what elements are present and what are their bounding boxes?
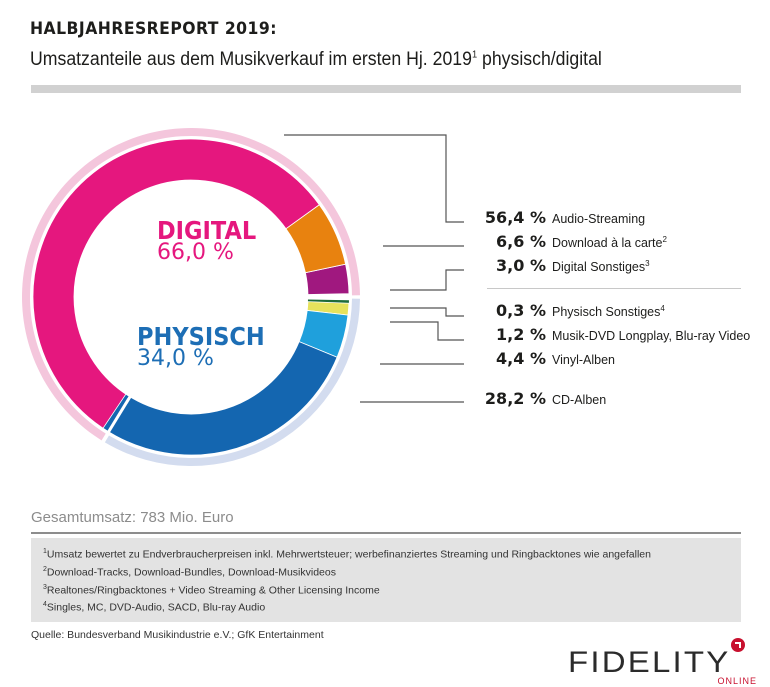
legend-label: Vinyl-Alben xyxy=(552,353,616,367)
legend-label: Physisch Sonstiges4 xyxy=(552,303,665,319)
segment-cd-alben xyxy=(102,341,338,456)
physisch-group-ring xyxy=(104,298,360,466)
source-note: Quelle: Bundesverband Musikindustrie e.V… xyxy=(31,629,324,641)
segment-audio-streaming xyxy=(32,138,320,433)
digital-title: DIGITAL xyxy=(157,216,257,245)
legend-item: 0,3 % Physisch Sonstiges4 xyxy=(470,301,665,323)
header-divider-bar xyxy=(31,85,741,93)
chart-subtitle: Umsatzanteile aus dem Musikverkauf im er… xyxy=(30,49,602,71)
subtitle-footnote-ref: 1 xyxy=(471,49,478,61)
footnote-marker: 4 xyxy=(43,601,47,608)
legend-item: 56,4 % Audio-Streaming xyxy=(470,208,645,230)
leader-lines xyxy=(284,134,464,403)
legend-item: 4,4 % Vinyl-Alben xyxy=(470,349,615,371)
footnote: 3Realtones/Ringbacktones + Video Streami… xyxy=(43,584,380,597)
footnote-text: Umsatz bewertet zu Endverbraucherpreisen… xyxy=(46,548,651,561)
legend-label: Digital Sonstiges3 xyxy=(552,258,650,274)
group-separator xyxy=(100,394,133,444)
legend-value: 56,4 % xyxy=(484,208,546,227)
subtitle-main: Umsatzanteile aus dem Musikverkauf im er… xyxy=(30,49,472,70)
legend-value: 4,4 % xyxy=(496,349,546,368)
legend-item: 6,6 % Download à la carte2 xyxy=(470,232,667,254)
physisch-percent: 34,0 % xyxy=(137,346,214,371)
segment-digital-sonstiges xyxy=(304,263,350,295)
legend-footnote-ref: 3 xyxy=(645,258,650,268)
footnote: 4Singles, MC, DVD-Audio, SACD, Blu-ray A… xyxy=(43,601,265,614)
physisch-title: PHYSISCH xyxy=(137,322,265,351)
logo-mark-icon xyxy=(731,638,745,652)
leader-line-1 xyxy=(284,134,464,223)
legend-item: 1,2 % Musik-DVD Longplay, Blu-ray Video xyxy=(470,325,750,347)
footnote-text: Realtones/Ringbacktones + Video Streamin… xyxy=(46,584,380,597)
footnote-marker: 2 xyxy=(43,566,47,573)
physisch-center-label: PHYSISCH 34,0 % xyxy=(137,324,279,370)
legend-group-separator xyxy=(487,288,741,289)
footnote-marker: 3 xyxy=(43,584,47,591)
legend-footnote-ref: 2 xyxy=(662,234,667,244)
legend-item: 28,2 % CD-Alben xyxy=(470,389,606,411)
total-divider xyxy=(31,532,741,534)
leader-line-3 xyxy=(390,269,464,291)
total-revenue: Gesamtumsatz: 783 Mio. Euro xyxy=(31,509,234,526)
legend-value: 3,0 % xyxy=(496,256,546,275)
group-rings xyxy=(21,128,360,466)
donut-segments xyxy=(32,138,350,456)
digital-percent: 66,0 % xyxy=(157,240,234,265)
legend-value: 6,6 % xyxy=(496,232,546,251)
footnotes-box: 1Umsatz bewertet zu Endverbraucherpreise… xyxy=(31,538,741,622)
legend-label: Audio-Streaming xyxy=(552,212,646,226)
footnote: 2Download-Tracks, Download-Bundles, Down… xyxy=(43,566,336,579)
logo-subline: ONLINE xyxy=(717,676,757,686)
logo-wordmark: FIDELITY xyxy=(568,646,731,679)
fidelity-logo[interactable]: FIDELITY ONLINE xyxy=(568,638,763,686)
footnote: 1Umsatz bewertet zu Endverbraucherpreise… xyxy=(43,548,651,561)
report-title: HALBJAHRESREPORT 2019: xyxy=(30,19,277,39)
segment-physisch-sonstiges xyxy=(307,299,349,304)
leader-line-5 xyxy=(390,321,464,341)
leader-line-4 xyxy=(390,307,464,317)
legend-label: Musik-DVD Longplay, Blu-ray Video xyxy=(552,329,751,343)
legend-footnote-ref: 4 xyxy=(660,303,665,313)
legend-item: 3,0 % Digital Sonstiges3 xyxy=(470,256,650,278)
digital-center-label: DIGITAL 66,0 % xyxy=(157,218,267,264)
legend-label: CD-Alben xyxy=(552,393,607,407)
footnote-text: Download-Tracks, Download-Bundles, Downl… xyxy=(46,566,336,579)
legend-value: 1,2 % xyxy=(496,325,546,344)
footnote-marker: 1 xyxy=(43,548,47,555)
subtitle-tail: physisch/digital xyxy=(477,49,602,70)
footnote-text: Singles, MC, DVD-Audio, SACD, Blu-ray Au… xyxy=(46,601,266,614)
legend-value: 0,3 % xyxy=(496,301,546,320)
donut-chart xyxy=(21,128,464,466)
segment-download-la-carte xyxy=(285,204,347,274)
legend-value: 28,2 % xyxy=(484,389,546,408)
legend-label: Download à la carte2 xyxy=(552,234,667,250)
